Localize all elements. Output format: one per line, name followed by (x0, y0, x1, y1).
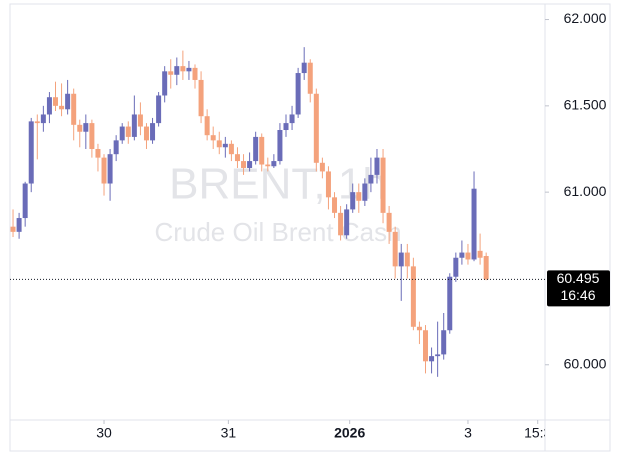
last-price-box (547, 270, 610, 307)
candle-body (101, 157, 107, 184)
candle-body (222, 143, 228, 148)
candle-body (410, 266, 416, 327)
candle-body (119, 126, 125, 141)
y-tick-label: 61.500 (564, 97, 607, 113)
candle-body (216, 140, 222, 148)
candle-body (392, 231, 398, 267)
candle-body (307, 62, 313, 94)
candle-body (338, 212, 344, 236)
candle-body (16, 218, 22, 232)
candle-body (465, 252, 471, 260)
x-tick-label: 15:3 (524, 425, 551, 441)
candle-body (52, 97, 58, 106)
candle-body (259, 136, 265, 165)
candle-body (180, 66, 186, 72)
candle-body (319, 162, 325, 172)
last-price-label: 60.495 (557, 270, 600, 286)
candle-body (34, 121, 40, 124)
candle-body (156, 95, 162, 124)
candle-body (234, 154, 240, 162)
candle-body (344, 209, 350, 236)
candle-body (429, 356, 435, 362)
candle-body (241, 161, 247, 168)
candle-body (228, 143, 234, 155)
candle-body (483, 256, 489, 280)
candle-body (386, 212, 392, 232)
candle-body (59, 105, 65, 110)
watermark-subtitle: Crude Oil Brent Cash (154, 217, 401, 247)
candle-body (271, 161, 277, 167)
candle-body (22, 183, 28, 219)
candle-body (174, 66, 180, 75)
candle-body (137, 114, 143, 127)
candle-body (89, 123, 95, 149)
candle-body (210, 135, 216, 141)
candle-body (265, 164, 271, 167)
candle-body (143, 126, 149, 141)
candle-body (186, 67, 192, 72)
candle-body (253, 136, 259, 162)
candle-body (150, 123, 156, 141)
candle-body (204, 116, 210, 136)
x-tick-label: 31 (221, 425, 237, 441)
candle-body (332, 197, 338, 213)
last-time-label: 16:46 (560, 287, 595, 303)
candle-body (459, 252, 465, 258)
candle-body (28, 121, 34, 184)
candle-body (83, 123, 89, 132)
candle-body (423, 330, 429, 362)
x-tick-label: 30 (96, 425, 112, 441)
candle-body (435, 354, 441, 357)
candle-body (356, 192, 362, 201)
x-tick-label: 3 (464, 425, 472, 441)
candle-body (313, 93, 319, 163)
candle-body (277, 130, 283, 162)
candle-body (453, 257, 459, 277)
candle-body (471, 188, 477, 260)
candle-body (301, 62, 307, 74)
candle-body (404, 252, 410, 267)
candle-body (77, 124, 83, 132)
candle-body (168, 71, 174, 75)
chart-frame (9, 3, 611, 452)
candle-body (71, 93, 77, 125)
candle-body (131, 114, 137, 137)
candle-body (10, 226, 16, 232)
candle-body (416, 326, 422, 331)
candle-body (350, 192, 356, 210)
candle-body (325, 171, 331, 198)
y-tick-label: 62.000 (564, 10, 607, 26)
candle-body (441, 330, 447, 355)
candle-body (374, 157, 380, 175)
candle-body (192, 67, 198, 80)
candle-body (65, 93, 71, 110)
y-tick-label: 61.000 (564, 183, 607, 199)
candle-body (46, 97, 52, 115)
candle-body (447, 276, 453, 331)
candle-body (295, 73, 301, 115)
candle-body (380, 157, 386, 213)
candle-body (477, 250, 483, 258)
candle-body (113, 140, 119, 155)
y-tick-label: 60.000 (564, 355, 607, 371)
candle-body (107, 154, 113, 184)
candle-body (40, 114, 46, 124)
candle-body (162, 71, 168, 96)
candle-body (198, 79, 204, 117)
candle-body (362, 183, 368, 201)
candle-body (368, 174, 374, 184)
candle-body (95, 148, 101, 158)
candle-body (283, 123, 289, 131)
candle-body (398, 252, 404, 267)
candle-body (125, 126, 131, 137)
x-tick-label: 2026 (334, 425, 365, 441)
candle-body (289, 114, 295, 124)
candle-body (247, 161, 253, 168)
